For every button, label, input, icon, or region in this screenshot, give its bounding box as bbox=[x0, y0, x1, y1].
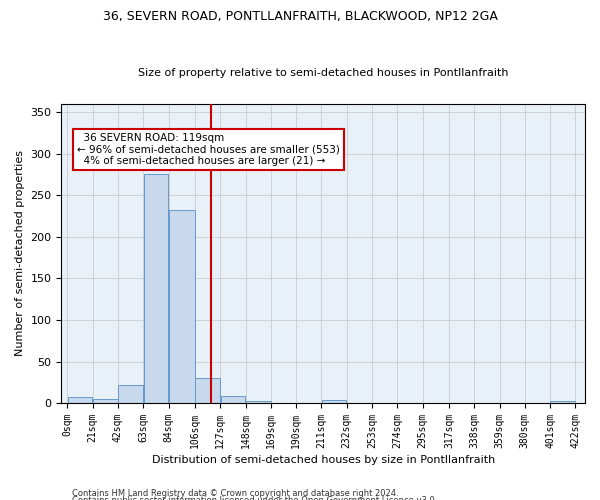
Bar bbox=[169, 210, 195, 403]
Bar bbox=[246, 400, 271, 403]
Text: Contains HM Land Registry data © Crown copyright and database right 2024.: Contains HM Land Registry data © Crown c… bbox=[72, 488, 398, 498]
Bar bbox=[221, 396, 245, 403]
Title: Size of property relative to semi-detached houses in Pontllanfraith: Size of property relative to semi-detach… bbox=[138, 68, 508, 78]
Bar bbox=[322, 400, 346, 403]
Y-axis label: Number of semi-detached properties: Number of semi-detached properties bbox=[15, 150, 25, 356]
Text: 36, SEVERN ROAD, PONTLLANFRAITH, BLACKWOOD, NP12 2GA: 36, SEVERN ROAD, PONTLLANFRAITH, BLACKWO… bbox=[103, 10, 497, 23]
Bar bbox=[118, 385, 143, 403]
Bar bbox=[196, 378, 220, 403]
Bar bbox=[68, 398, 92, 403]
Text: Contains public sector information licensed under the Open Government Licence v3: Contains public sector information licen… bbox=[72, 496, 437, 500]
Text: 36 SEVERN ROAD: 119sqm
← 96% of semi-detached houses are smaller (553)
  4% of s: 36 SEVERN ROAD: 119sqm ← 96% of semi-det… bbox=[77, 133, 340, 166]
Bar bbox=[93, 399, 118, 403]
Bar bbox=[143, 174, 168, 403]
Bar bbox=[550, 400, 575, 403]
X-axis label: Distribution of semi-detached houses by size in Pontllanfraith: Distribution of semi-detached houses by … bbox=[152, 455, 495, 465]
